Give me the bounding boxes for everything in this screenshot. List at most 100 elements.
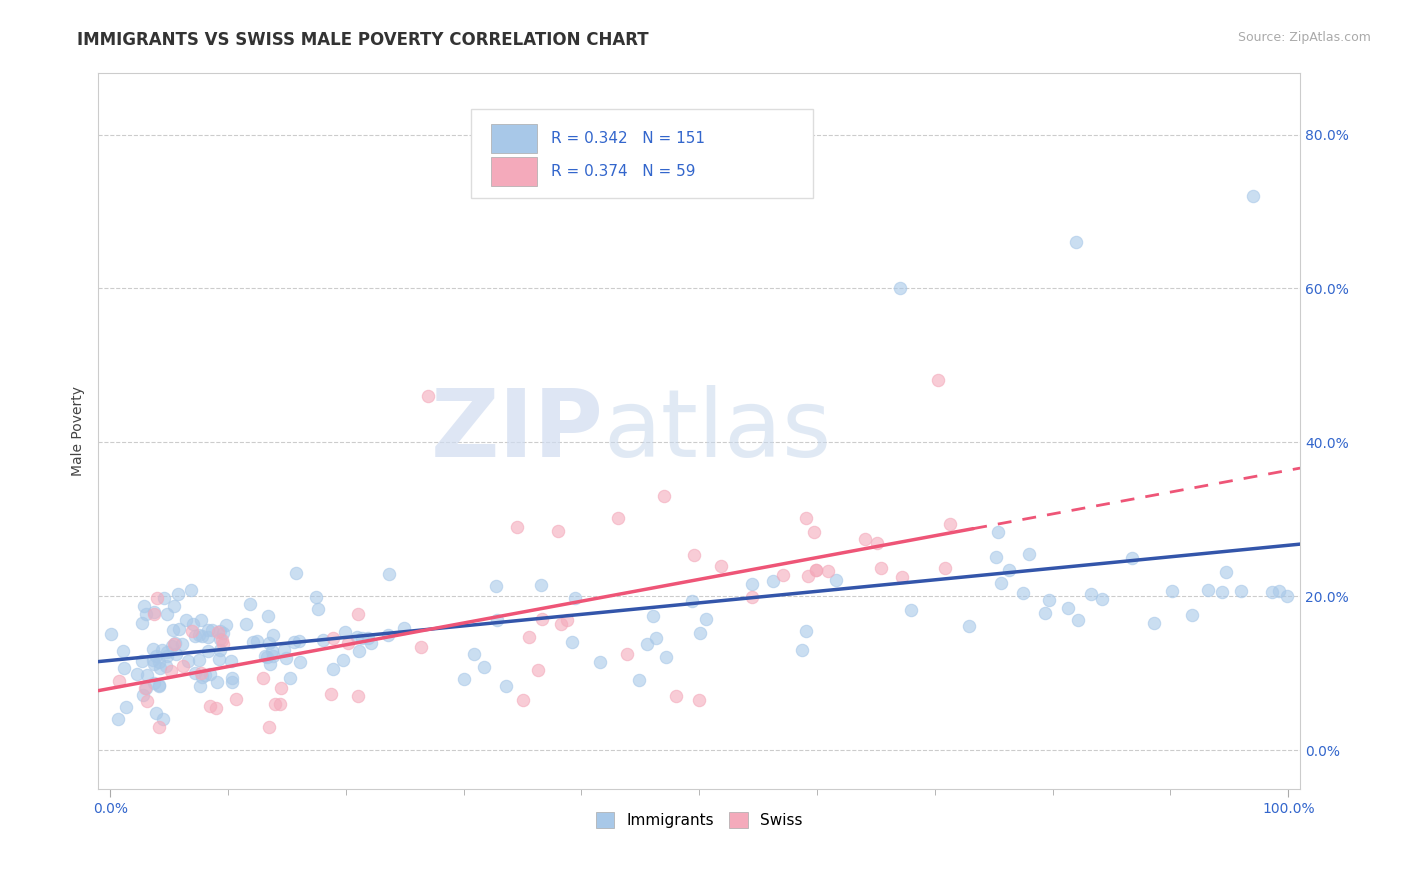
- Text: Source: ZipAtlas.com: Source: ZipAtlas.com: [1237, 31, 1371, 45]
- Point: [209, 624, 232, 638]
- Point: [143, 657, 166, 671]
- Point: [555, 614, 578, 628]
- Point: [681, 593, 703, 607]
- Point: [183, 665, 205, 680]
- Point: [392, 622, 415, 636]
- Point: [134, 681, 156, 695]
- Point: [165, 647, 187, 661]
- Point: [1091, 592, 1114, 607]
- Point: [212, 626, 235, 640]
- Point: [495, 679, 517, 693]
- Point: [172, 659, 194, 673]
- Point: [530, 578, 553, 592]
- Point: [209, 643, 232, 657]
- Point: [987, 525, 1010, 540]
- Point: [212, 636, 235, 650]
- Point: [305, 590, 328, 604]
- Point: [177, 654, 200, 668]
- Point: [190, 613, 212, 627]
- Point: [1066, 613, 1088, 627]
- Point: [253, 649, 276, 664]
- Point: [869, 561, 891, 575]
- Point: [741, 576, 763, 591]
- Point: [264, 697, 287, 711]
- Bar: [491, 157, 537, 186]
- Point: [900, 603, 922, 617]
- Point: [689, 626, 711, 640]
- Point: [803, 524, 825, 539]
- Point: [411, 640, 433, 654]
- Point: [160, 639, 183, 653]
- Point: [256, 650, 278, 665]
- Point: [655, 649, 678, 664]
- Point: [688, 693, 710, 707]
- Point: [644, 631, 666, 645]
- Point: [112, 661, 135, 675]
- Point: [136, 694, 159, 708]
- Point: [453, 672, 475, 686]
- Point: [152, 712, 174, 726]
- Point: [246, 633, 269, 648]
- Text: R = 0.374   N = 59: R = 0.374 N = 59: [551, 164, 696, 179]
- Point: [174, 613, 197, 627]
- Point: [547, 524, 569, 538]
- Point: [797, 568, 820, 582]
- Point: [1064, 235, 1087, 250]
- Point: [505, 520, 527, 534]
- Point: [207, 675, 229, 690]
- Point: [148, 655, 170, 669]
- Point: [208, 652, 231, 666]
- Point: [352, 632, 374, 646]
- Point: [1033, 606, 1056, 620]
- Point: [198, 667, 221, 681]
- Point: [889, 281, 911, 295]
- Point: [187, 627, 209, 641]
- Point: [1056, 600, 1078, 615]
- Point: [1121, 550, 1143, 565]
- Point: [270, 681, 292, 695]
- Point: [1241, 189, 1264, 203]
- Point: [346, 630, 368, 644]
- Point: [927, 373, 949, 387]
- Point: [188, 653, 211, 667]
- Point: [741, 590, 763, 604]
- Point: [1230, 584, 1253, 599]
- Text: R = 0.342   N = 151: R = 0.342 N = 151: [551, 131, 706, 146]
- Point: [252, 671, 274, 685]
- Point: [221, 675, 243, 690]
- Point: [312, 633, 335, 648]
- Point: [288, 655, 311, 669]
- Point: [616, 648, 638, 662]
- Point: [1261, 585, 1284, 599]
- Point: [824, 573, 846, 587]
- Point: [114, 700, 136, 714]
- Point: [283, 635, 305, 649]
- Point: [257, 609, 280, 624]
- Point: [153, 591, 176, 605]
- Point: [347, 644, 370, 658]
- Point: [190, 665, 212, 680]
- Point: [262, 649, 284, 664]
- Point: [1267, 583, 1289, 598]
- Point: [125, 667, 148, 681]
- Point: [287, 634, 309, 648]
- Point: [260, 644, 283, 658]
- Point: [150, 642, 173, 657]
- Point: [201, 623, 224, 637]
- Text: atlas: atlas: [603, 384, 831, 476]
- Point: [242, 635, 264, 649]
- Point: [170, 637, 193, 651]
- Point: [321, 687, 343, 701]
- Point: [146, 591, 169, 605]
- Point: [665, 689, 688, 703]
- Bar: [491, 124, 537, 153]
- Point: [280, 671, 302, 685]
- Point: [683, 548, 706, 562]
- Point: [531, 612, 554, 626]
- Point: [148, 679, 170, 693]
- Point: [794, 624, 817, 638]
- Point: [526, 663, 548, 677]
- Point: [259, 657, 281, 672]
- Point: [550, 617, 572, 632]
- Point: [142, 605, 165, 619]
